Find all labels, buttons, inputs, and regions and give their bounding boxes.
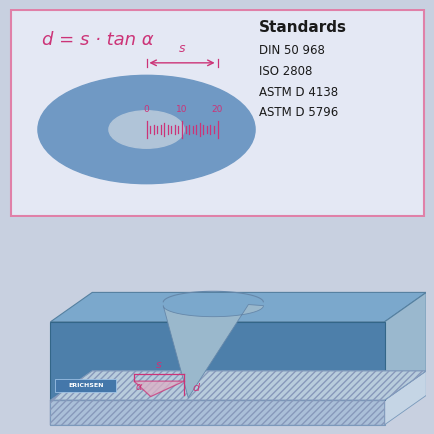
Polygon shape: [384, 293, 425, 400]
Polygon shape: [134, 381, 184, 397]
Circle shape: [38, 76, 254, 184]
Polygon shape: [50, 322, 384, 400]
Text: ASTM D 4138: ASTM D 4138: [259, 85, 338, 99]
Text: 0: 0: [143, 105, 149, 114]
Text: s: s: [156, 360, 161, 370]
Polygon shape: [163, 305, 263, 398]
Text: d: d: [192, 383, 199, 393]
Text: 10: 10: [176, 105, 187, 114]
Text: DIN 50 968: DIN 50 968: [259, 44, 324, 57]
Polygon shape: [384, 371, 425, 425]
Text: ERICHSEN: ERICHSEN: [68, 383, 103, 388]
Polygon shape: [50, 371, 425, 400]
Text: ASTM D 5796: ASTM D 5796: [259, 106, 338, 119]
FancyBboxPatch shape: [11, 10, 423, 216]
Text: Standards: Standards: [259, 20, 346, 35]
Circle shape: [108, 111, 184, 148]
Text: s: s: [178, 42, 185, 55]
FancyBboxPatch shape: [56, 379, 116, 392]
Polygon shape: [50, 400, 384, 425]
Polygon shape: [50, 293, 425, 322]
Text: d = s · tan α: d = s · tan α: [42, 31, 153, 49]
Text: 20: 20: [211, 105, 223, 114]
Text: ISO 2808: ISO 2808: [259, 65, 312, 78]
Text: α: α: [136, 381, 142, 391]
